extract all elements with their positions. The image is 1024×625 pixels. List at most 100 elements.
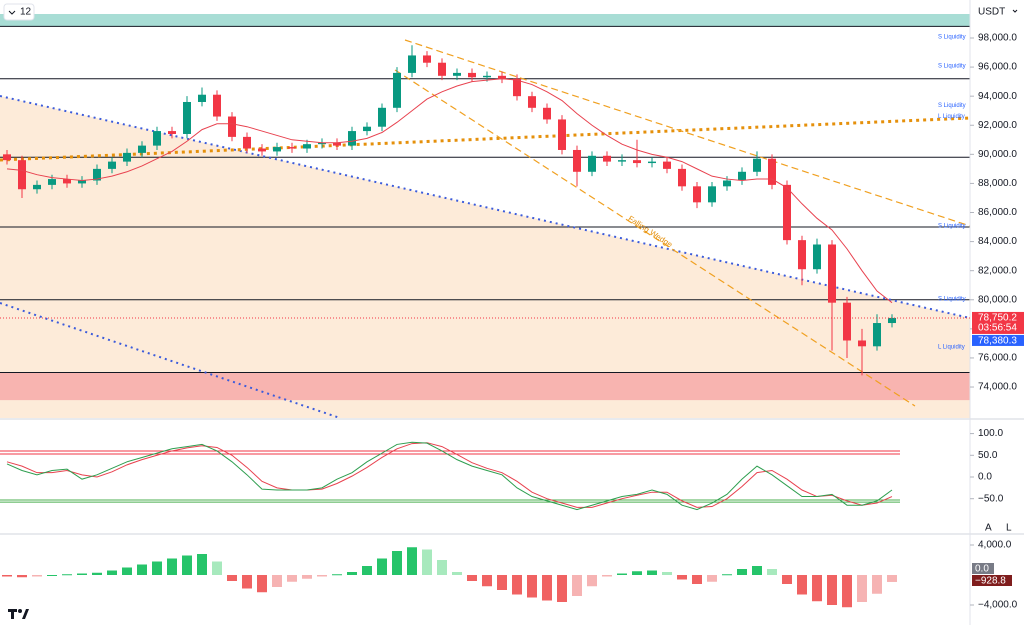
y-tick-label: 84,000.0 — [978, 236, 1017, 247]
histogram-bar — [17, 575, 27, 578]
histogram-bar — [542, 575, 552, 601]
histogram-bar — [812, 575, 822, 602]
candle-body — [108, 161, 116, 169]
histogram-bar — [872, 575, 882, 594]
logo-part — [11, 609, 14, 619]
candle-body — [813, 244, 821, 270]
candle-body — [318, 142, 326, 145]
y-tick-label: −4,000.0 — [978, 600, 1018, 611]
histogram-bar — [122, 567, 132, 576]
interval: 12 — [20, 7, 32, 18]
interval-button[interactable] — [3, 3, 35, 21]
price-box — [972, 334, 1024, 346]
candle-body — [273, 147, 281, 152]
candle-body — [228, 116, 236, 137]
candle-body — [408, 55, 416, 73]
candle-body — [648, 161, 656, 164]
candle-body — [3, 154, 11, 161]
oscillator-line — [6, 441, 893, 511]
candle-body — [93, 168, 101, 181]
candle-body — [363, 126, 371, 132]
toolbar[interactable]: 12 — [3, 3, 35, 21]
candle-body — [78, 180, 86, 184]
y-tick-label: 4,000.0 — [978, 540, 1012, 551]
candle-body — [213, 94, 221, 117]
y-tick-label: 88,000.0 — [978, 178, 1017, 189]
candle-body — [168, 131, 176, 134]
histogram-bar — [482, 575, 492, 587]
oscillator-line — [6, 442, 893, 508]
histogram-bar — [422, 549, 432, 576]
log-button[interactable]: L — [1006, 523, 1012, 534]
histogram-bar — [197, 554, 207, 576]
chevron — [1012, 9, 1018, 13]
candle-body — [453, 72, 461, 76]
candle-body — [393, 72, 401, 108]
histogram-bar — [527, 575, 537, 598]
histogram-bar — [332, 574, 342, 576]
histogram-bar — [842, 575, 852, 608]
histogram-bar — [272, 575, 282, 587]
moving-average — [6, 78, 893, 304]
candle-body — [783, 184, 791, 241]
histogram-bar — [737, 569, 747, 576]
currency: USDT — [978, 7, 1005, 18]
candle-body — [873, 323, 881, 347]
histogram-bar — [572, 575, 582, 596]
histogram-bar — [752, 566, 762, 576]
candle-body — [423, 55, 431, 63]
candle-body — [888, 317, 896, 324]
candle-body — [303, 144, 311, 149]
candle-body — [663, 161, 671, 169]
y-tick-label: 92,000.0 — [978, 120, 1017, 131]
candle-body — [528, 96, 536, 108]
histogram-bar — [242, 575, 252, 589]
wedge-line — [404, 39, 971, 227]
wedge-line — [394, 69, 916, 407]
candle-body — [63, 179, 71, 184]
drawings — [0, 39, 971, 419]
y-tick-label: 94,000.0 — [978, 91, 1017, 102]
y-tick-label: 100.0 — [978, 428, 1003, 439]
candle-body — [513, 78, 521, 97]
histogram-bar — [707, 575, 717, 582]
histogram-bar — [2, 575, 12, 577]
y-tick-label: 76,000.0 — [978, 353, 1017, 364]
candle-body — [243, 136, 251, 149]
histogram-bar — [302, 575, 312, 579]
y-tick-label: 74,000.0 — [978, 382, 1017, 393]
histogram-bar — [317, 575, 327, 577]
auto-button[interactable]: A — [985, 523, 992, 534]
liquidity-label: S Liquidity — [938, 64, 966, 70]
y-tick-label: 98,000.0 — [978, 33, 1017, 44]
liquidity-label: S Liquidity — [938, 224, 966, 230]
histogram-bar — [677, 575, 687, 580]
liquidity-label: S Liquidity — [938, 35, 966, 41]
histogram-bar — [722, 574, 732, 576]
histogram-bar — [767, 569, 777, 576]
candle-body — [858, 340, 866, 347]
zone-shade — [0, 96, 970, 418]
chevron — [8, 10, 16, 15]
histogram-bar — [137, 564, 147, 576]
y-tick-label: 80,000.0 — [978, 294, 1017, 305]
histogram-bar — [62, 574, 72, 576]
histogram-bar — [467, 575, 477, 582]
candle-body — [153, 131, 161, 146]
candle-body — [618, 160, 626, 162]
histogram-bar — [617, 573, 627, 576]
candle-body — [438, 62, 446, 76]
histogram-bar — [437, 560, 447, 576]
candle-body — [573, 149, 581, 172]
y-tick-label: 96,000.0 — [978, 62, 1017, 73]
histogram-bar — [92, 572, 102, 576]
histogram-bar — [557, 575, 567, 602]
price-box — [972, 311, 1024, 334]
candle-body — [18, 160, 26, 190]
histogram-bar — [152, 561, 162, 576]
histogram-bar — [362, 566, 372, 576]
trend-line — [0, 116, 971, 162]
y-tick-label: 90,000.0 — [978, 149, 1017, 160]
candle-body — [498, 75, 506, 79]
